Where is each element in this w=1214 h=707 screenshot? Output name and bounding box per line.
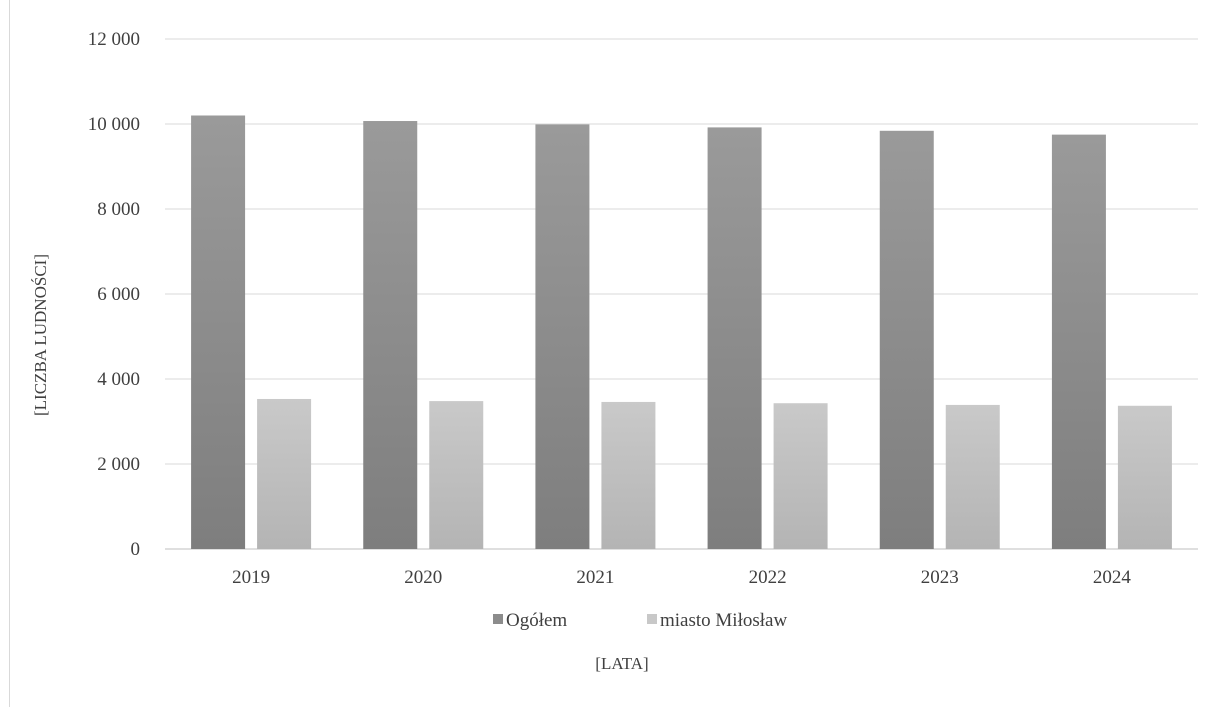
legend-swatch-ogolem — [493, 614, 503, 624]
bars — [191, 115, 1172, 550]
x-tick-label: 2021 — [576, 567, 614, 588]
bar-ogolem-2022 — [707, 127, 762, 550]
y-axis-title: [LICZBA LUDNOŚCI] — [31, 254, 50, 416]
x-tick-label: 2023 — [921, 567, 959, 588]
gridlines — [165, 38, 1198, 550]
y-axis-ticks: 0 2 000 4 000 6 000 8 000 10 000 12 000 — [88, 29, 140, 560]
bar-ogolem-2023 — [879, 130, 934, 550]
bar-miasto-miloslaw-2022 — [773, 403, 828, 549]
bar-miasto-miloslaw-2019 — [257, 398, 312, 549]
y-tick-label: 2 000 — [97, 454, 140, 475]
bar-miasto-miloslaw-2021 — [601, 401, 656, 549]
legend-label-ogolem: Ogółem — [506, 610, 567, 631]
legend: Ogółem miasto Miłosław — [493, 610, 787, 631]
legend-swatch-miasto-miloslaw — [647, 614, 657, 624]
bar-ogolem-2020 — [363, 121, 418, 550]
bar-ogolem-2021 — [535, 124, 590, 550]
x-axis-ticks: 2019 2020 2021 2022 2023 2024 — [232, 567, 1131, 588]
bar-miasto-miloslaw-2023 — [945, 404, 1000, 549]
legend-label-miasto-miloslaw: miasto Miłosław — [660, 610, 787, 631]
y-tick-label: 10 000 — [88, 114, 140, 135]
y-tick-label: 6 000 — [97, 284, 140, 305]
y-tick-label: 8 000 — [97, 199, 140, 220]
bar-miasto-miloslaw-2024 — [1117, 405, 1172, 549]
y-tick-label: 4 000 — [97, 369, 140, 390]
x-tick-label: 2022 — [749, 567, 787, 588]
x-tick-label: 2019 — [232, 567, 270, 588]
bar-miasto-miloslaw-2020 — [429, 401, 484, 549]
x-tick-label: 2024 — [1093, 567, 1132, 588]
y-tick-label: 12 000 — [88, 29, 140, 50]
y-tick-label: 0 — [131, 539, 141, 560]
bar-ogolem-2019 — [191, 115, 246, 549]
x-tick-label: 2020 — [404, 567, 442, 588]
bar-ogolem-2024 — [1051, 134, 1106, 549]
x-axis-title: [LATA] — [595, 654, 648, 673]
